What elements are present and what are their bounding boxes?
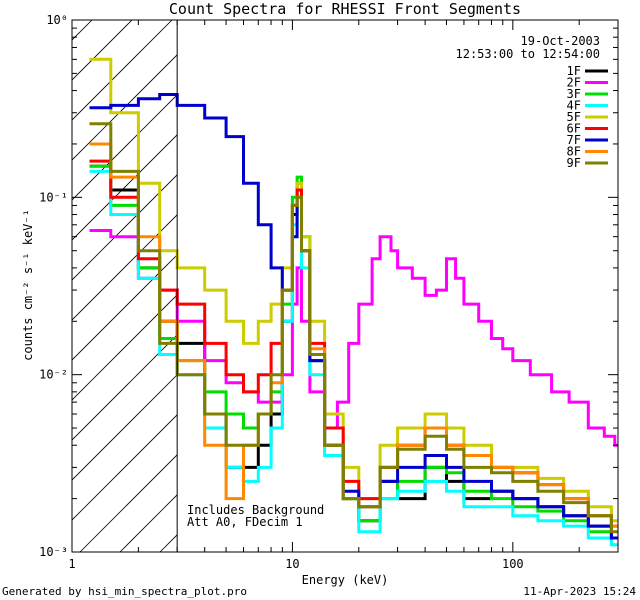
series-line-2f xyxy=(89,229,618,447)
y-tick-label: 10⁰ xyxy=(46,13,68,27)
footer-generated-by: Generated by hsi_min_spectra_plot.pro xyxy=(2,585,247,598)
hatch-line xyxy=(72,20,173,121)
y-axis-label: counts cm⁻² s⁻¹ keV⁻¹ xyxy=(21,209,35,361)
time-range-label: 12:53:00 to 12:54:00 xyxy=(456,47,601,61)
series-line-9f xyxy=(89,122,618,534)
legend-label-1f: 1F xyxy=(567,64,581,78)
x-tick-label: 100 xyxy=(502,557,524,571)
legend-label-5f: 5F xyxy=(567,110,581,124)
legend-label-4f: 4F xyxy=(567,99,581,113)
y-tick-label: 10⁻¹ xyxy=(39,190,68,204)
x-axis-label: Energy (keV) xyxy=(302,573,389,587)
legend-label-7f: 7F xyxy=(567,133,581,147)
footer-timestamp: 11-Apr-2023 15:24 xyxy=(523,585,636,598)
x-tick-label: 10 xyxy=(285,557,299,571)
series-layer xyxy=(89,57,618,547)
hatch-line xyxy=(72,414,178,521)
legend-label-9f: 9F xyxy=(567,156,581,170)
hatch-line xyxy=(72,20,133,81)
annotation-background: Includes Background xyxy=(187,503,324,517)
series-line-7f xyxy=(89,93,618,540)
plot-frame xyxy=(71,19,619,553)
legend-label-3f: 3F xyxy=(567,87,581,101)
date-label: 19-Oct-2003 xyxy=(521,34,600,48)
legend-label-2f: 2F xyxy=(567,76,581,90)
axes: 1 10 100 10⁰ 10⁻¹ 10⁻² 10⁻³ xyxy=(39,13,619,571)
legend-label-8f: 8F xyxy=(567,145,581,159)
x-tick-label: 1 xyxy=(68,557,75,571)
annotation-attenuator: Att A0, FDecim 1 xyxy=(187,515,303,529)
y-tick-label: 10⁻³ xyxy=(39,545,68,559)
y-tick-label: 10⁻² xyxy=(39,368,68,382)
legend-label-6f: 6F xyxy=(567,122,581,136)
hatch-line xyxy=(72,174,178,281)
hatch-line xyxy=(72,374,178,481)
chart-title: Count Spectra for RHESSI Front Segments xyxy=(169,0,521,18)
